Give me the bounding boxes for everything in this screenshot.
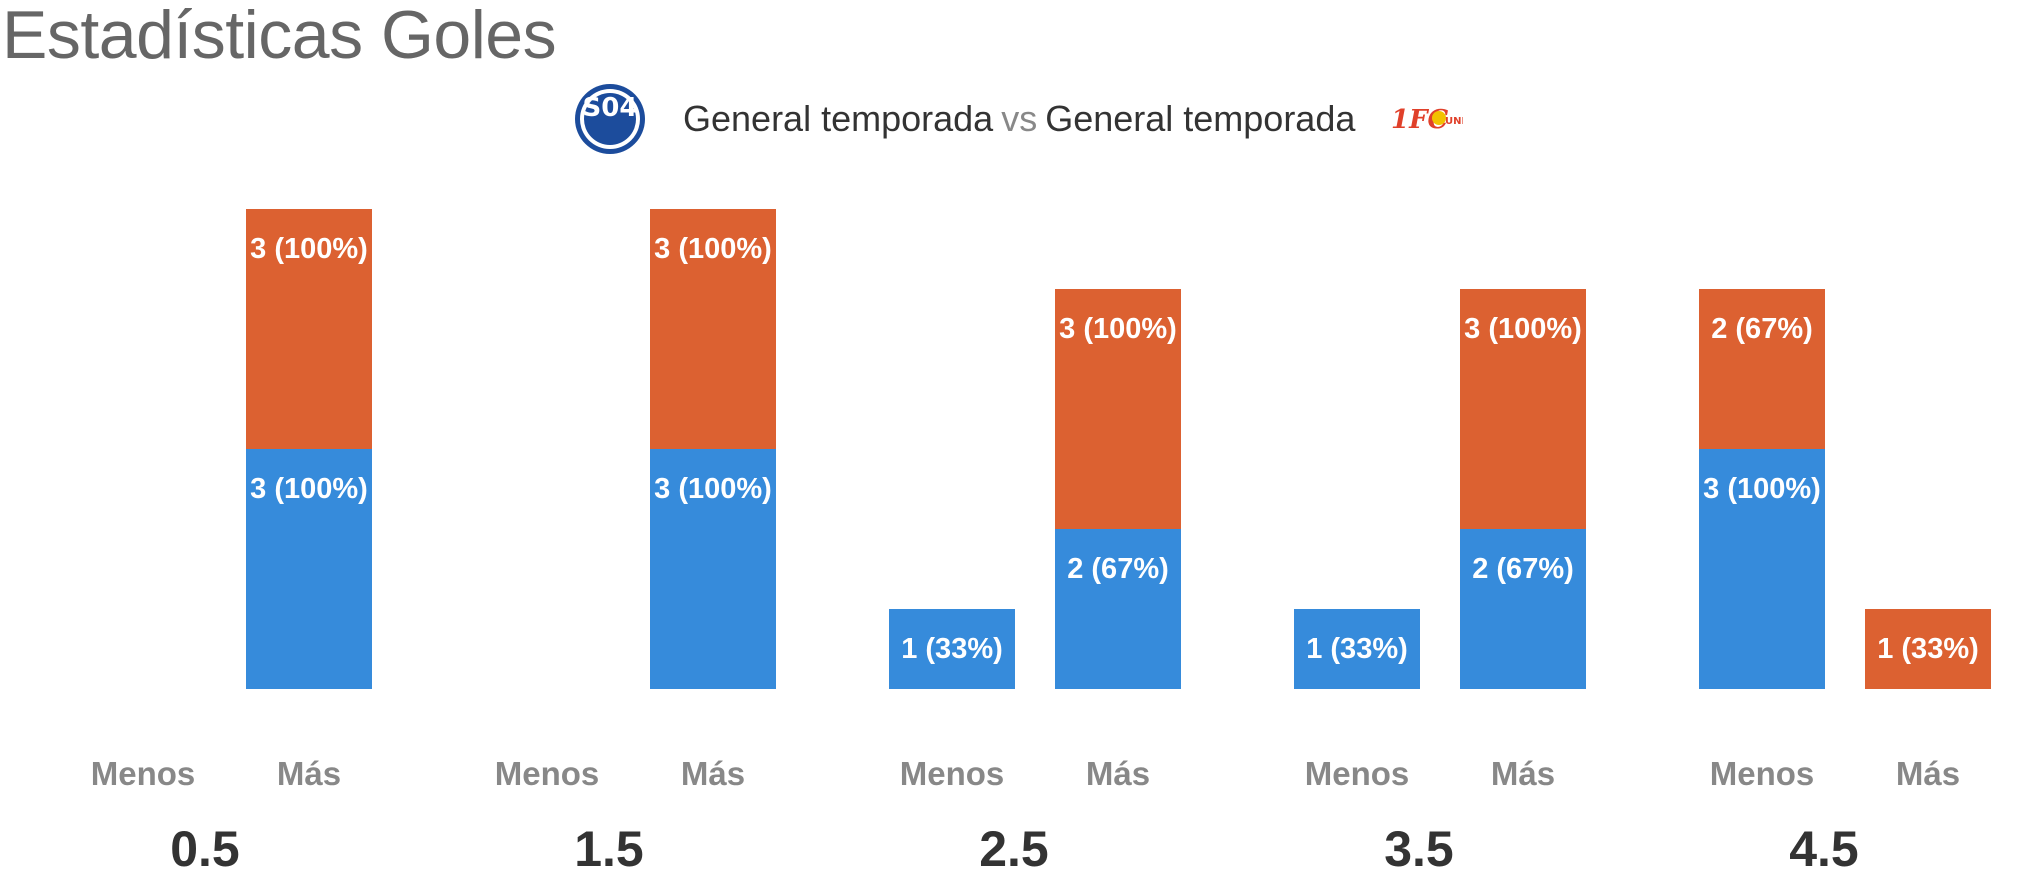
bar-value-label: 3 (100%)	[654, 473, 772, 505]
bar-segment-2.5-Más-s1	[1055, 289, 1181, 529]
category-label-Más: Más	[681, 755, 745, 792]
bar-value-label: 2 (67%)	[1711, 313, 1813, 345]
category-label-Menos: Menos	[91, 755, 196, 792]
crest-letter-s: S04	[583, 93, 638, 123]
legend-away-label: General temporada	[1045, 98, 1356, 139]
bar-value-label: 2 (67%)	[1067, 553, 1169, 585]
bar-segment-0.5-Más-s1	[246, 209, 372, 449]
chart-legend: S04 General temporada vs General tempora…	[573, 82, 1463, 156]
bar-value-label: 3 (100%)	[654, 233, 772, 265]
bar-segment-3.5-Más-s0	[1460, 529, 1586, 689]
chart-title: Estadísticas Goles	[2, 0, 557, 73]
bar-segment-0.5-Más-s0	[246, 449, 372, 689]
bar-segment-4.5-Menos-s0	[1699, 449, 1825, 689]
bar-segment-4.5-Más-s1	[1865, 609, 1991, 689]
bar-segment-2.5-Menos-s0	[889, 609, 1015, 689]
bar-value-label: 3 (100%)	[1703, 473, 1821, 505]
bar-value-label: 3 (100%)	[250, 233, 368, 265]
bar-segment-2.5-Más-s0	[1055, 529, 1181, 689]
bar-value-label: 3 (100%)	[1464, 313, 1582, 345]
category-label-Más: Más	[1491, 755, 1555, 792]
bar-value-label: 1 (33%)	[1306, 633, 1408, 665]
bar-value-label: 3 (100%)	[250, 473, 368, 505]
category-label-Más: Más	[277, 755, 341, 792]
group-label-0.5: 0.5	[170, 821, 240, 877]
bar-value-label: 3 (100%)	[1059, 313, 1177, 345]
bar-segment-4.5-Menos-s1	[1699, 289, 1825, 449]
schalke-04-crest-icon: S04	[575, 84, 645, 154]
bar-value-label: 2 (67%)	[1472, 553, 1574, 585]
bar-value-label: 1 (33%)	[901, 633, 1003, 665]
bar-segment-3.5-Menos-s0	[1294, 609, 1420, 689]
category-label-Menos: Menos	[495, 755, 600, 792]
legend-home-label: General temporada	[683, 98, 994, 139]
category-label-Más: Más	[1896, 755, 1960, 792]
category-label-Más: Más	[1086, 755, 1150, 792]
group-label-4.5: 4.5	[1789, 821, 1859, 877]
union-logo-text: UNION	[1445, 116, 1463, 127]
category-label-Menos: Menos	[1710, 755, 1815, 792]
bar-value-label: 1 (33%)	[1877, 633, 1979, 665]
group-label-3.5: 3.5	[1384, 821, 1454, 877]
bar-segment-1.5-Más-s1	[650, 209, 776, 449]
legend-vs-label: vs	[1001, 98, 1038, 139]
category-label-Menos: Menos	[900, 755, 1005, 792]
group-label-1.5: 1.5	[574, 821, 644, 877]
group-label-2.5: 2.5	[979, 821, 1049, 877]
union-berlin-logo-icon: 1FC UNION	[1391, 105, 1463, 135]
bar-segment-1.5-Más-s0	[650, 449, 776, 689]
bar-segment-3.5-Más-s1	[1460, 289, 1586, 529]
category-label-Menos: Menos	[1305, 755, 1410, 792]
